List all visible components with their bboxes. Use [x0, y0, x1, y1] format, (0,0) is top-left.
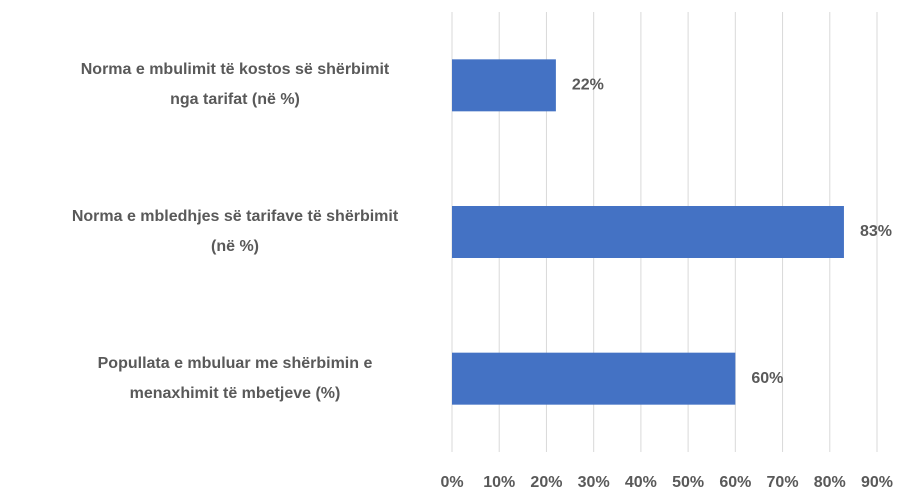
x-tick-label: 0%: [440, 474, 463, 491]
x-tick-label: 80%: [814, 474, 846, 491]
y-tick-label: Norma e mbledhjes së tarifave të shërbim…: [71, 208, 399, 255]
x-tick-label: 30%: [578, 474, 610, 491]
bar: [452, 206, 844, 258]
data-label: 83%: [860, 223, 892, 240]
x-tick-label: 60%: [719, 474, 751, 491]
x-tick-label: 20%: [530, 474, 562, 491]
bar: [452, 59, 556, 112]
x-tick-label: 70%: [767, 474, 799, 491]
x-tick-label: 50%: [672, 474, 704, 491]
y-tick-label: Popullata e mbuluar me shërbimin e menax…: [97, 354, 373, 402]
x-tick-label: 40%: [625, 474, 657, 491]
bar: [452, 352, 736, 405]
data-label: 22%: [572, 77, 604, 94]
y-tick-label: Norma e mbulimit të kostos së shërbimit …: [80, 61, 390, 109]
data-label: 60%: [751, 370, 783, 387]
x-tick-label: 90%: [861, 474, 893, 491]
x-tick-label: 10%: [483, 474, 515, 491]
